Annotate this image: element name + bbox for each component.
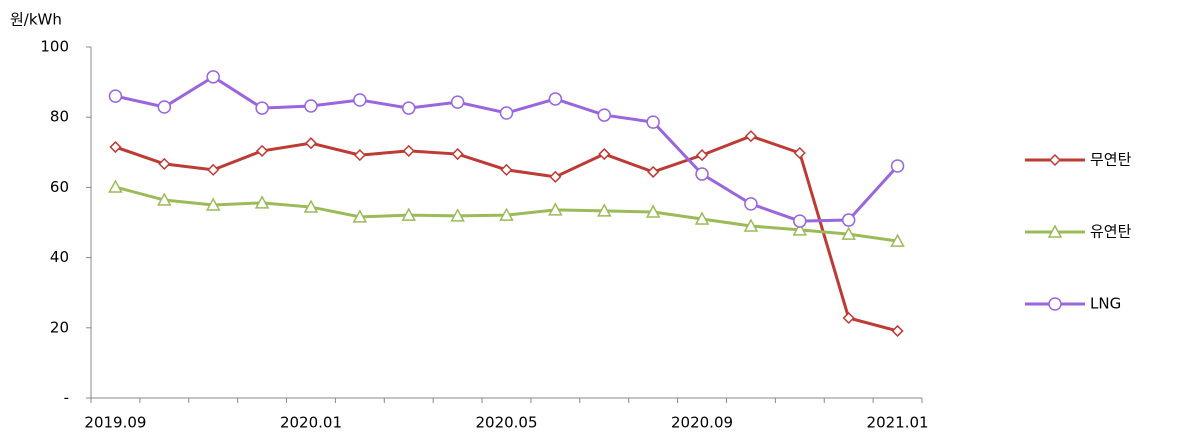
y-axis-label: 원/kWh <box>10 11 62 29</box>
x-tick-label: 2020.05 <box>475 414 537 432</box>
marker <box>841 213 856 227</box>
marker <box>158 157 171 170</box>
marker <box>597 108 612 122</box>
marker <box>205 197 221 211</box>
marker <box>206 70 220 84</box>
marker <box>645 204 661 218</box>
y-tick-label: 100 <box>40 38 69 56</box>
marker <box>401 207 416 221</box>
x-tick-label: 2020.09 <box>671 414 733 432</box>
y-tick-label: 60 <box>50 178 69 196</box>
marker <box>695 167 709 181</box>
x-tick-label: 2020.01 <box>280 414 342 432</box>
marker <box>256 144 269 157</box>
marker <box>549 170 562 183</box>
y-tick-label: 20 <box>50 318 69 336</box>
marker <box>450 95 465 109</box>
marker <box>793 214 807 228</box>
marker <box>255 101 269 115</box>
marker <box>890 159 905 173</box>
marker <box>499 207 514 221</box>
marker <box>451 147 464 161</box>
marker <box>157 100 172 114</box>
marker <box>891 324 904 338</box>
marker <box>744 130 757 143</box>
marker <box>304 99 318 113</box>
marker <box>793 146 806 160</box>
legend-marker <box>1048 297 1062 311</box>
marker <box>598 147 611 161</box>
marker <box>402 144 415 157</box>
marker <box>353 93 367 107</box>
legend-label: 유연탄 <box>1090 223 1132 241</box>
legend-label: 무연탄 <box>1090 151 1132 169</box>
marker <box>500 163 513 176</box>
marker <box>303 199 319 213</box>
x-tick-label: 2019.09 <box>84 414 146 432</box>
y-tick-label: 40 <box>50 248 69 266</box>
marker <box>499 106 514 120</box>
marker <box>450 208 465 222</box>
marker <box>304 137 318 150</box>
y-tick-label: 80 <box>50 108 69 126</box>
marker <box>792 222 808 236</box>
marker <box>109 140 122 154</box>
marker <box>841 226 856 240</box>
legend-marker <box>1048 153 1062 167</box>
marker <box>352 209 368 223</box>
marker <box>108 89 123 103</box>
legend-marker <box>1047 224 1063 238</box>
marker <box>207 163 220 176</box>
marker <box>548 202 563 216</box>
marker <box>548 92 563 106</box>
marker <box>842 311 855 325</box>
marker <box>743 218 759 232</box>
marker <box>254 195 270 209</box>
marker <box>647 165 660 179</box>
x-tick-label: 2021.01 <box>867 414 929 432</box>
marker <box>744 197 758 211</box>
marker <box>401 101 416 115</box>
y-tick-label: - <box>64 389 69 407</box>
marker <box>108 179 123 193</box>
series-line <box>115 75 899 223</box>
legend-label: LNG <box>1090 295 1121 313</box>
marker <box>694 211 710 225</box>
marker <box>597 203 612 217</box>
marker <box>890 233 905 247</box>
marker <box>157 192 172 206</box>
marker <box>646 115 660 129</box>
marker <box>353 149 366 162</box>
marker <box>695 149 709 162</box>
